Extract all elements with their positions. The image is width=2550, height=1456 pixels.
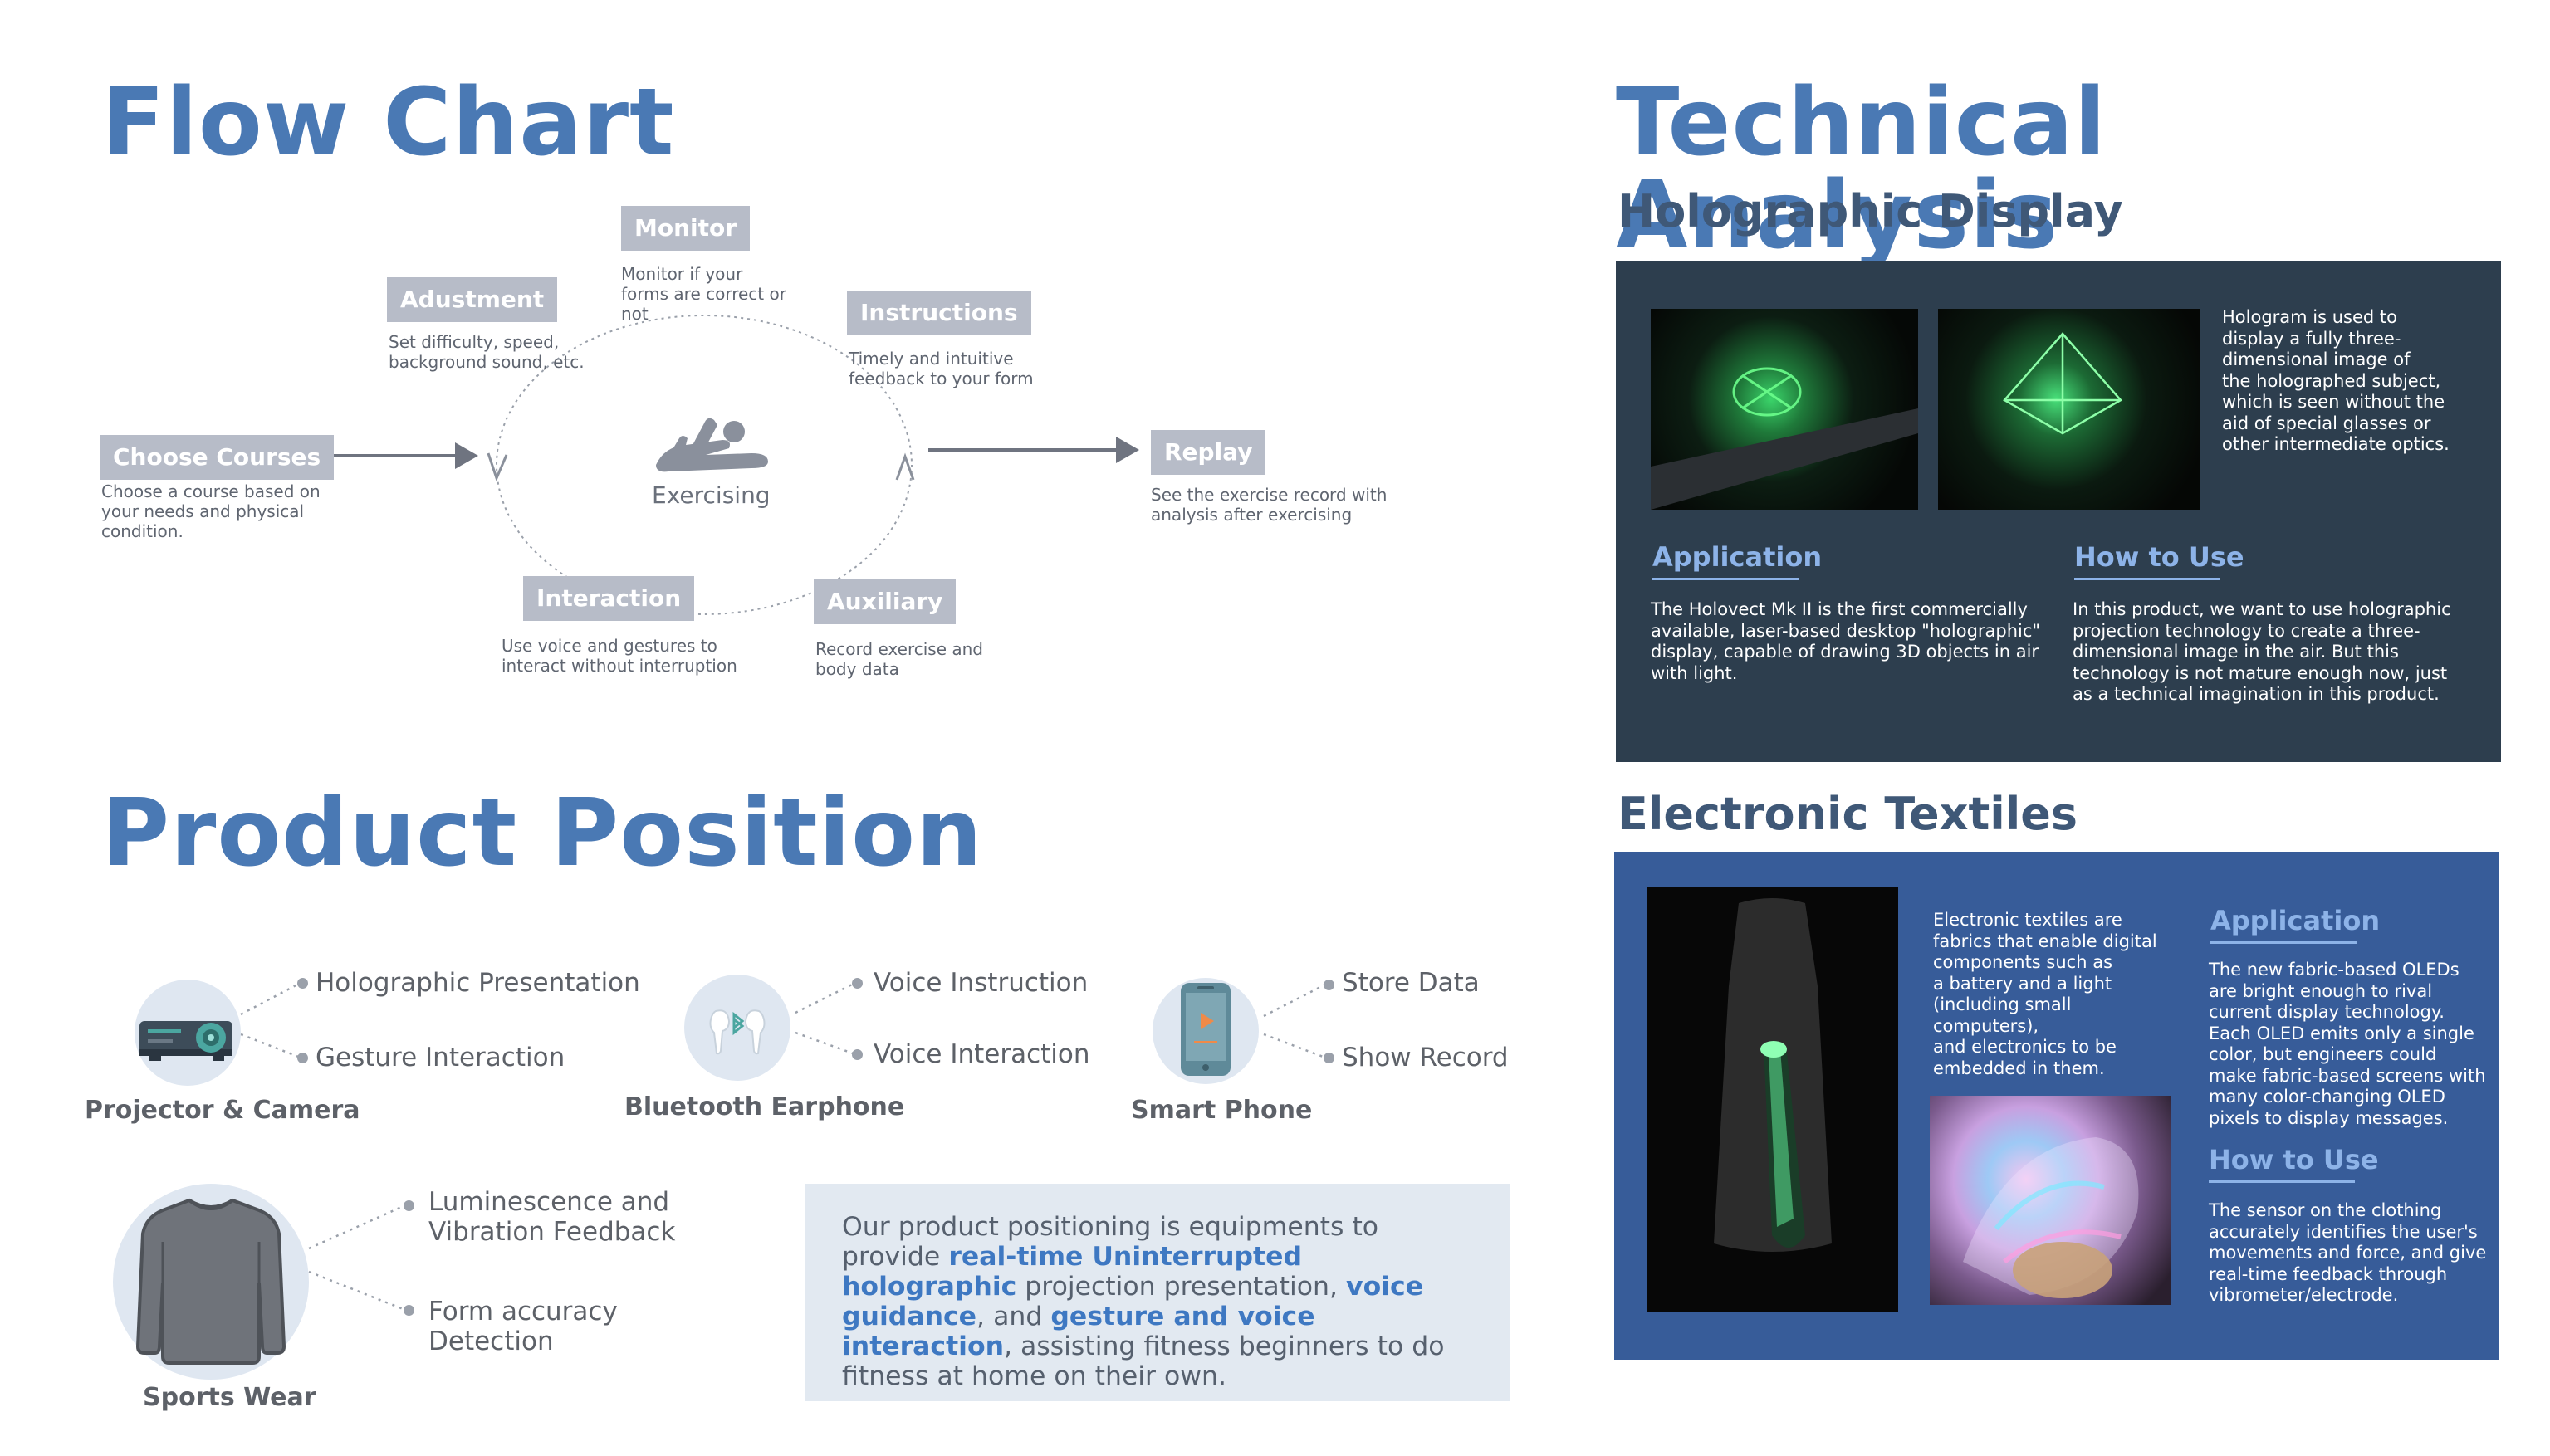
sweater-icon bbox=[135, 1198, 286, 1365]
step-replay-desc: See the exercise record with analysis af… bbox=[1151, 485, 1388, 525]
projector-circle bbox=[135, 980, 241, 1086]
step-replay: Replay bbox=[1151, 430, 1266, 475]
sportswear-item-dot-1 bbox=[404, 1200, 414, 1211]
hologram-howto-text: In this product, we want to use holograp… bbox=[2073, 599, 2451, 704]
textile-fiber-optic-photo bbox=[1930, 1096, 2171, 1305]
flow-chart-title: Flow Chart bbox=[101, 69, 675, 177]
exercising-person-icon bbox=[656, 418, 768, 472]
earphone-circle bbox=[684, 975, 790, 1081]
electronic-textiles-title: Electronic Textiles bbox=[1618, 788, 2078, 840]
sportswear-circle bbox=[113, 1184, 309, 1380]
earphone-item-dot-2 bbox=[852, 1049, 863, 1060]
output-arrow-head bbox=[1116, 437, 1139, 463]
earphone-item-1: Voice Instruction bbox=[874, 968, 1089, 998]
step-monitor: Monitor bbox=[621, 206, 751, 251]
step-auxiliary-desc: Record exercise and body data bbox=[815, 639, 983, 679]
sportswear-item-dot-2 bbox=[404, 1305, 414, 1316]
projector-label: Projector & Camera bbox=[85, 1096, 360, 1125]
hologram-application-heading: Application bbox=[1652, 541, 1823, 573]
sportswear-label: Sports Wear bbox=[143, 1383, 316, 1412]
step-choose-courses: Choose Courses bbox=[100, 435, 335, 480]
step-choose-courses-desc: Choose a course based on your needs and … bbox=[101, 481, 321, 541]
textiles-howto-underline bbox=[2209, 1180, 2355, 1183]
earphone-label: Bluetooth Earphone bbox=[624, 1092, 905, 1121]
holographic-panel: Hologram is used to display a fully thre… bbox=[1616, 261, 2501, 762]
step-instructions-desc: Timely and intuitive feedback to your fo… bbox=[849, 349, 1034, 388]
step-monitor-desc: Monitor if your forms are correct or not bbox=[621, 264, 786, 324]
input-arrow-head bbox=[455, 442, 478, 469]
phone-label: Smart Phone bbox=[1131, 1096, 1313, 1125]
ring-arrowhead-left bbox=[487, 452, 508, 482]
projector-item-dot-2 bbox=[297, 1053, 308, 1063]
sportswear-item-1: Luminescence and Vibration Feedback bbox=[428, 1187, 676, 1247]
textiles-application-underline bbox=[2210, 941, 2357, 944]
exercise-cycle-ring bbox=[496, 315, 913, 615]
hologram-photo-1 bbox=[1651, 309, 1918, 510]
projector-icon bbox=[139, 1021, 232, 1061]
phone-item-dot-2 bbox=[1324, 1053, 1334, 1063]
hologram-intro: Hologram is used to display a fully thre… bbox=[2222, 307, 2450, 454]
step-auxiliary: Auxiliary bbox=[814, 579, 957, 624]
position-connectors bbox=[240, 981, 1326, 1312]
step-instructions: Instructions bbox=[847, 291, 1031, 335]
textile-dress-photo bbox=[1647, 887, 1898, 1312]
textiles-intro: Electronic textiles are fabrics that ena… bbox=[1933, 910, 2157, 1078]
hologram-photo-2 bbox=[1938, 309, 2200, 510]
phone-item-2: Show Record bbox=[1342, 1043, 1509, 1072]
step-interaction-desc: Use voice and gestures to interact witho… bbox=[502, 636, 737, 676]
exercising-label: Exercising bbox=[652, 481, 771, 509]
sportswear-item-2: Form accuracy Detection bbox=[428, 1297, 618, 1356]
earphone-icon bbox=[709, 1009, 766, 1055]
projector-item-2: Gesture Interaction bbox=[316, 1043, 565, 1072]
hologram-application-text: The Holovect Mk II is the first commerci… bbox=[1651, 599, 2041, 683]
hologram-application-underline bbox=[1652, 578, 1799, 580]
holographic-display-title: Holographic Display bbox=[1618, 185, 2123, 237]
hologram-howto-underline bbox=[2074, 578, 2220, 580]
hologram-howto-heading: How to Use bbox=[2074, 541, 2244, 573]
earphone-item-dot-1 bbox=[852, 978, 863, 989]
step-interaction: Interaction bbox=[523, 576, 695, 621]
phone-item-dot-1 bbox=[1324, 980, 1334, 990]
step-adjustment-desc: Set difficulty, speed, background sound,… bbox=[389, 332, 585, 372]
textiles-application-heading: Application bbox=[2210, 905, 2381, 936]
textiles-panel: Electronic textiles are fabrics that ena… bbox=[1614, 852, 2499, 1360]
flow-diagram-connectors bbox=[306, 315, 1139, 615]
earphone-item-2: Voice Interaction bbox=[874, 1039, 1090, 1069]
product-position-title: Product Position bbox=[101, 779, 983, 887]
phone-item-1: Store Data bbox=[1342, 968, 1480, 998]
ring-arrowhead-right bbox=[895, 452, 915, 481]
technical-analysis-title: Technical Analysis bbox=[1616, 69, 2107, 270]
projector-item-1: Holographic Presentation bbox=[316, 968, 640, 998]
step-adjustment: Adustment bbox=[387, 277, 558, 322]
projector-item-dot-1 bbox=[297, 978, 308, 989]
textiles-howto-text: The sensor on the clothing accurately id… bbox=[2209, 1200, 2487, 1305]
smartphone-icon bbox=[1181, 983, 1231, 1076]
textiles-application-text: The new fabric-based OLEDs are bright en… bbox=[2209, 960, 2486, 1128]
textiles-howto-heading: How to Use bbox=[2209, 1144, 2379, 1175]
positioning-statement: Our product positioning is equipments to… bbox=[805, 1184, 1510, 1401]
phone-circle bbox=[1153, 978, 1259, 1084]
